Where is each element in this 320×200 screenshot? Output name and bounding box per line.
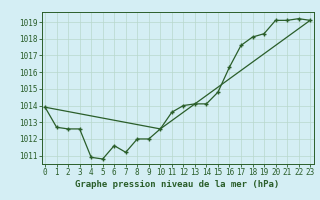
X-axis label: Graphe pression niveau de la mer (hPa): Graphe pression niveau de la mer (hPa) [76, 180, 280, 189]
